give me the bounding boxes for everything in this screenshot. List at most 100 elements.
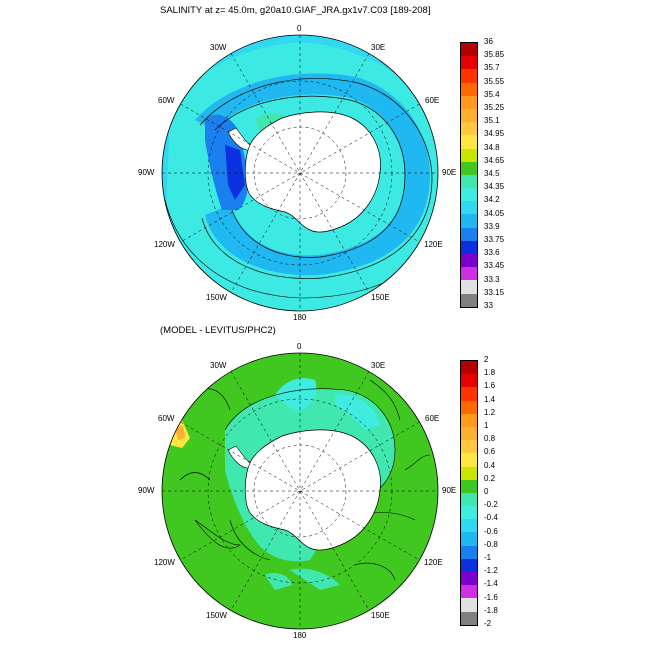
panel2-lon-120w: 120W — [154, 558, 175, 567]
colorbar-swatch — [461, 480, 477, 493]
colorbar-tick-label: 34.65 — [484, 156, 504, 165]
colorbar-tick-label: 1 — [484, 421, 488, 430]
colorbar-tick-label: 34.05 — [484, 209, 504, 218]
colorbar-tick-label: 34.5 — [484, 169, 500, 178]
colorbar-swatch — [461, 162, 477, 175]
colorbar-tick-label: -1.8 — [484, 606, 498, 615]
colorbar-tick-label: -1.6 — [484, 593, 498, 602]
colorbar-tick-label: 35.1 — [484, 116, 500, 125]
colorbar-swatch — [461, 241, 477, 254]
colorbar-swatch — [461, 43, 477, 56]
panel1-lon-150w: 150W — [206, 293, 227, 302]
colorbar-tick-label: 33.15 — [484, 288, 504, 297]
colorbar-tick-label: 33.75 — [484, 235, 504, 244]
colorbar-tick-label: 0.8 — [484, 434, 495, 443]
colorbar-swatch — [461, 453, 477, 466]
colorbar-tick-label: 34.95 — [484, 129, 504, 138]
colorbar-swatch — [461, 585, 477, 598]
colorbar-swatch — [461, 175, 477, 188]
colorbar-swatch — [461, 546, 477, 559]
panel2-lon-120e: 120E — [424, 558, 443, 567]
panel2-lon-180: 180 — [293, 631, 306, 640]
colorbar-tick-label: 1.2 — [484, 408, 495, 417]
panel1-lon-120w: 120W — [154, 240, 175, 249]
panel1-colorbar — [460, 42, 478, 308]
colorbar-tick-label: 35.85 — [484, 50, 504, 59]
panel2-lon-90e: 90E — [442, 486, 456, 495]
colorbar-swatch — [461, 122, 477, 135]
colorbar-tick-label: 0.6 — [484, 447, 495, 456]
colorbar-swatch — [461, 135, 477, 148]
panel2-lon-60e: 60E — [425, 414, 439, 423]
colorbar-tick-label: 34.2 — [484, 195, 500, 204]
colorbar-swatch — [461, 267, 477, 280]
panel2-lon-150e: 150E — [371, 611, 390, 620]
colorbar-tick-label: 35.7 — [484, 63, 500, 72]
colorbar-swatch — [461, 254, 477, 267]
colorbar-tick-label: 33 — [484, 301, 493, 310]
colorbar-tick-label: 1.4 — [484, 395, 495, 404]
panel1-lon-90w: 90W — [138, 168, 154, 177]
colorbar-swatch — [461, 149, 477, 162]
panel1-salinity-field — [162, 35, 440, 315]
colorbar-swatch — [461, 201, 477, 214]
colorbar-tick-label: -0.8 — [484, 540, 498, 549]
colorbar-swatch — [461, 280, 477, 293]
colorbar-swatch — [461, 228, 477, 241]
colorbar-swatch — [461, 69, 477, 82]
colorbar-tick-label: 33.3 — [484, 275, 500, 284]
colorbar-swatch — [461, 598, 477, 611]
panel2-difference-field — [162, 353, 438, 629]
colorbar-tick-label: 33.9 — [484, 222, 500, 231]
colorbar-swatch — [461, 361, 477, 374]
panel1-lon-0: 0 — [297, 24, 301, 33]
colorbar-tick-label: 33.6 — [484, 248, 500, 257]
colorbar-swatch — [461, 387, 477, 400]
colorbar-tick-label: 35.25 — [484, 103, 504, 112]
colorbar-tick-label: -1.2 — [484, 566, 498, 575]
colorbar-swatch — [461, 427, 477, 440]
colorbar-swatch — [461, 559, 477, 572]
colorbar-swatch — [461, 572, 477, 585]
panel1-lon-30w: 30W — [210, 43, 226, 52]
colorbar-swatch — [461, 214, 477, 227]
panel2-lon-30w: 30W — [210, 361, 226, 370]
colorbar-tick-label: 0 — [484, 487, 488, 496]
panel2-lon-30e: 30E — [371, 361, 385, 370]
colorbar-tick-label: 35.4 — [484, 90, 500, 99]
panel1-lon-60e: 60E — [425, 96, 439, 105]
colorbar-swatch — [461, 532, 477, 545]
colorbar-swatch — [461, 56, 477, 69]
colorbar-tick-label: -0.4 — [484, 513, 498, 522]
colorbar-tick-label: 0.2 — [484, 474, 495, 483]
colorbar-tick-label: 36 — [484, 37, 493, 46]
colorbar-swatch — [461, 506, 477, 519]
panel1-lon-90e: 90E — [442, 168, 456, 177]
colorbar-tick-label: 34.8 — [484, 143, 500, 152]
panel1-lon-150e: 150E — [371, 293, 390, 302]
panel2-title: (MODEL - LEVITUS/PHC2) — [160, 325, 276, 336]
colorbar-tick-label: -2 — [484, 619, 491, 628]
panel2-lon-0: 0 — [297, 342, 301, 351]
colorbar-swatch — [461, 612, 477, 625]
panel2-colorbar — [460, 360, 478, 626]
colorbar-swatch — [461, 294, 477, 307]
colorbar-swatch — [461, 188, 477, 201]
panel2-lon-60w: 60W — [158, 414, 174, 423]
colorbar-swatch — [461, 401, 477, 414]
colorbar-tick-label: 0.4 — [484, 461, 495, 470]
colorbar-tick-label: 1.6 — [484, 381, 495, 390]
colorbar-tick-label: 2 — [484, 355, 488, 364]
panel1-lon-60w: 60W — [158, 96, 174, 105]
colorbar-tick-label: 35.55 — [484, 77, 504, 86]
colorbar-swatch — [461, 493, 477, 506]
colorbar-swatch — [461, 83, 477, 96]
colorbar-tick-label: 1.8 — [484, 368, 495, 377]
panel1-lon-180: 180 — [293, 313, 306, 322]
colorbar-swatch — [461, 440, 477, 453]
panel2-lon-90w: 90W — [138, 486, 154, 495]
colorbar-tick-label: -0.6 — [484, 527, 498, 536]
colorbar-tick-label: -1.4 — [484, 579, 498, 588]
colorbar-swatch — [461, 96, 477, 109]
